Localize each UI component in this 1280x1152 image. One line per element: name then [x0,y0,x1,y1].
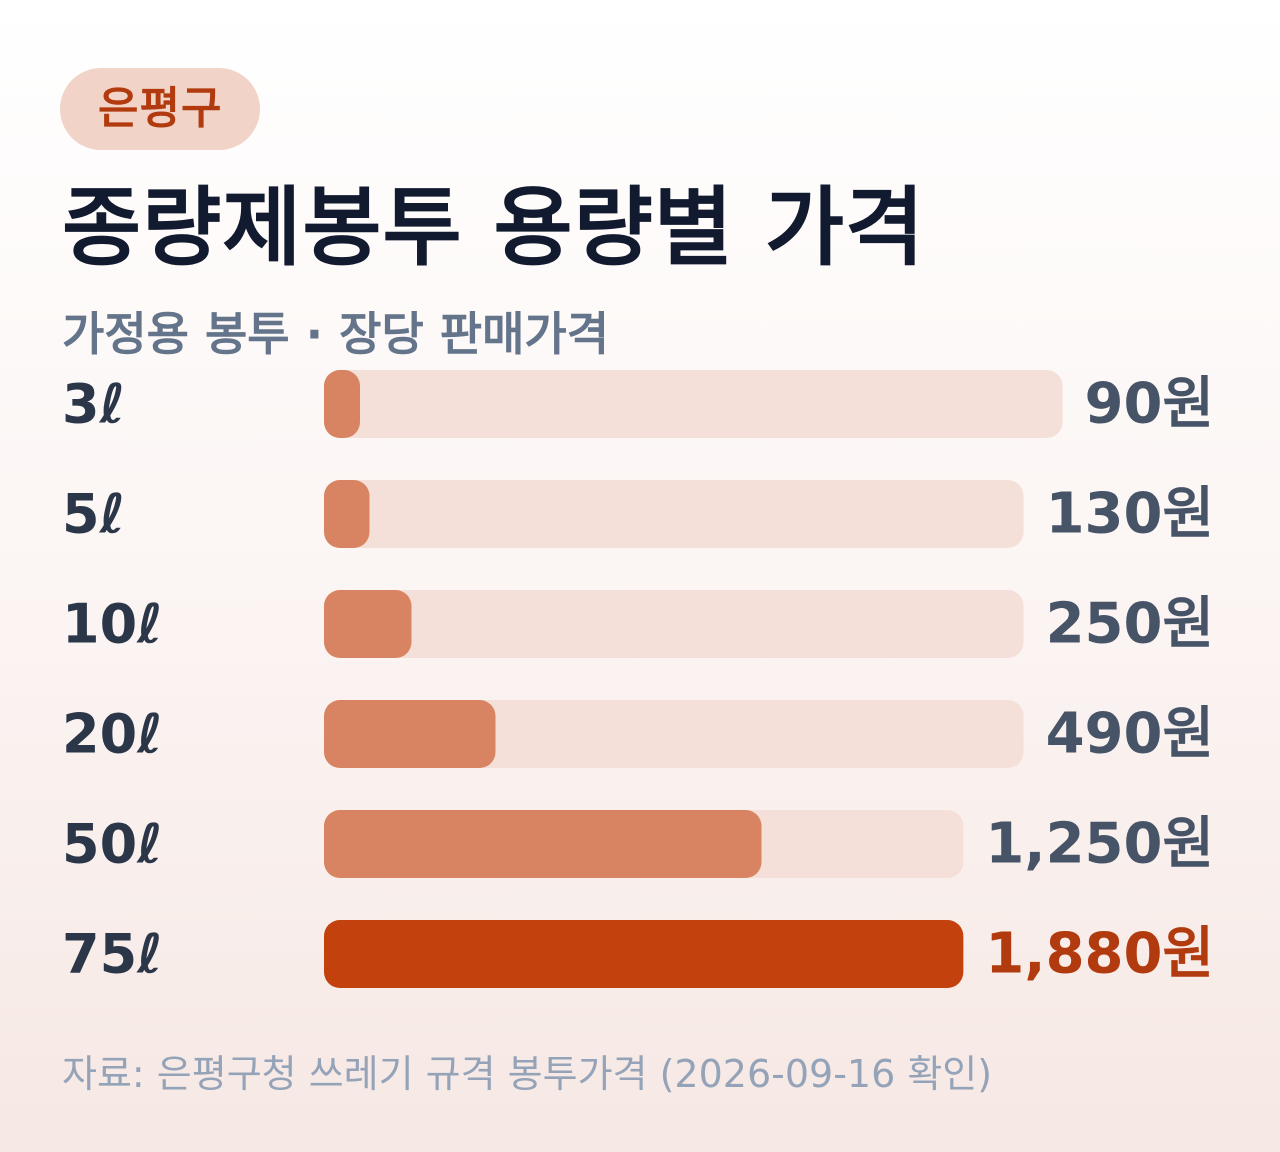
category-label: 50ℓ [62,813,163,876]
bar [324,700,496,768]
bar [324,590,412,658]
source-note: 자료: 은평구청 쓰레기 규격 봉투가격 (2026-09-16 확인) [62,1052,993,1096]
bar [324,480,370,548]
chart-title: 종량제봉투 용량별 가격 [62,178,926,278]
category-label: 20ℓ [62,703,163,766]
category-label: 3ℓ [62,373,125,436]
value-label: 130원 [1046,482,1214,547]
value-label: 1,880원 [985,922,1214,987]
district-badge: 은평구 [60,68,261,150]
bar [324,920,964,988]
category-label: 10ℓ [62,593,163,656]
chart-subtitle: 가정용 봉투 · 장당 판매가격 [62,307,610,361]
bar-chart: 3ℓ 90원 5ℓ 130원 10ℓ 250원 20ℓ 490원 50ℓ 1,250원 75ℓ 1,8… [62,370,1214,988]
bar-track [324,370,1063,438]
bar [324,370,360,438]
value-label: 250원 [1046,592,1214,657]
value-label: 490원 [1046,702,1214,767]
bar-track [324,480,1024,548]
bar-track [324,700,1024,768]
category-label: 75ℓ [62,923,163,986]
bar-track [324,590,1024,658]
value-label: 1,250원 [985,812,1214,877]
value-label: 90원 [1085,372,1214,437]
bar [324,810,762,878]
category-label: 5ℓ [62,483,125,546]
